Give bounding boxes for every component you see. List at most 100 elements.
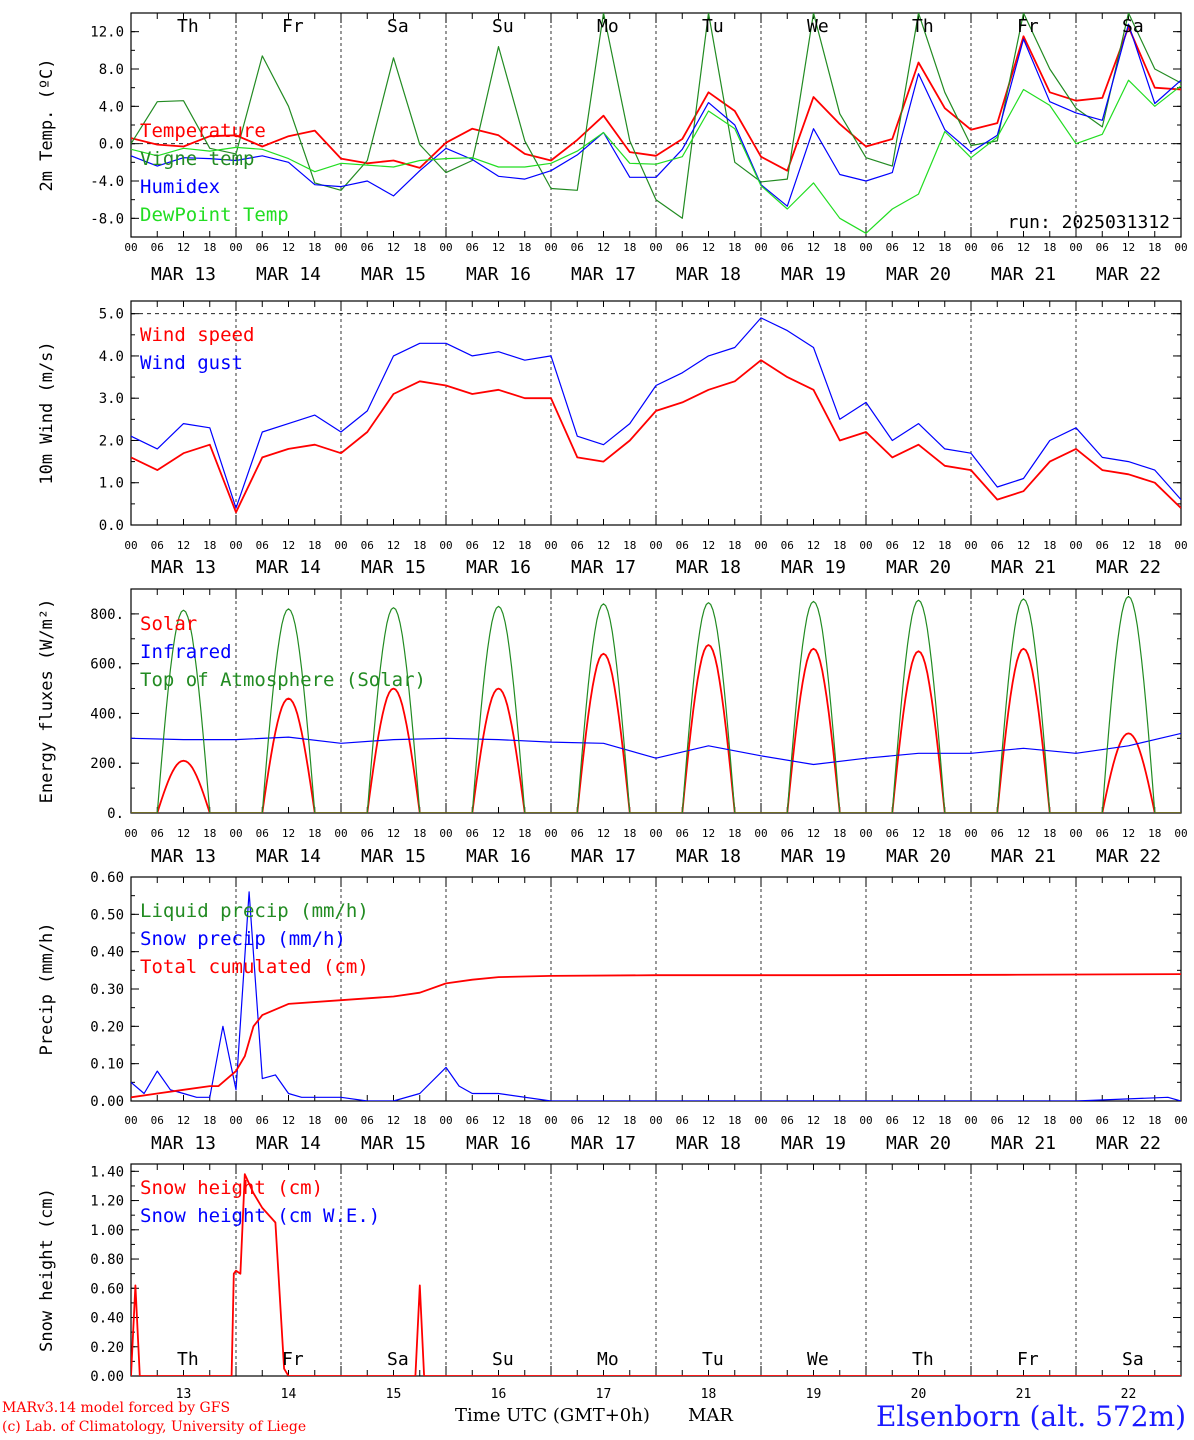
x-hour-label: 18 xyxy=(203,827,216,840)
x-hour-label: 12 xyxy=(912,1114,925,1127)
y-axis-title: Energy fluxes (W/m²) xyxy=(37,599,57,804)
x-hour-label: 06 xyxy=(571,241,584,254)
x-hour-label: 00 xyxy=(439,241,452,254)
x-hour-label: 00 xyxy=(1069,827,1082,840)
x-hour-label: 12 xyxy=(1017,827,1030,840)
x-hour-label: 18 xyxy=(308,539,321,552)
series-line-dewpoint-temp xyxy=(131,79,1181,234)
x-hour-label: 06 xyxy=(991,241,1004,254)
x-day-number: 21 xyxy=(1016,1387,1032,1402)
x-hour-label: 06 xyxy=(991,539,1004,552)
x-hour-label: 06 xyxy=(256,241,269,254)
x-hour-label: 06 xyxy=(151,1114,164,1127)
x-date-label: MAR 13 xyxy=(151,557,216,578)
weekday-label: Mo xyxy=(597,16,619,37)
x-hour-label: 00 xyxy=(124,539,137,552)
x-axis-title: Time UTC (GMT+0h) xyxy=(455,1405,650,1426)
x-hour-label: 00 xyxy=(334,827,347,840)
x-hour-label: 18 xyxy=(518,1114,531,1127)
x-day-number: 17 xyxy=(596,1387,612,1402)
x-hour-label: 18 xyxy=(938,1114,951,1127)
x-hour-label: 18 xyxy=(1148,1114,1161,1127)
x-hour-label: 06 xyxy=(466,827,479,840)
x-day-number: 18 xyxy=(701,1387,717,1402)
x-hour-label: 06 xyxy=(466,1114,479,1127)
x-hour-label: 00 xyxy=(334,539,347,552)
series-line-top-of-atmosphere-solar xyxy=(131,595,1181,813)
x-hour-label: 18 xyxy=(938,827,951,840)
weekday-label: Sa xyxy=(1122,16,1144,37)
x-hour-label: 00 xyxy=(859,539,872,552)
x-hour-label: 06 xyxy=(676,241,689,254)
weekday-label: Fr xyxy=(282,1349,304,1370)
y-tick-label: 0.80 xyxy=(90,1252,124,1268)
model-credit: MARv3.14 model forced by GFS xyxy=(2,1400,231,1416)
x-date-label: MAR 21 xyxy=(991,264,1056,285)
x-hour-label: 18 xyxy=(413,539,426,552)
x-hour-label: 06 xyxy=(886,539,899,552)
weekday-label: Fr xyxy=(1017,16,1039,37)
x-hour-label: 12 xyxy=(282,241,295,254)
x-date-label: MAR 20 xyxy=(886,557,951,578)
x-hour-label: 06 xyxy=(991,827,1004,840)
x-date-label: MAR 22 xyxy=(1096,1133,1161,1154)
x-hour-label: 18 xyxy=(308,827,321,840)
series-line-vigne-temp xyxy=(131,13,1181,219)
x-hour-label: 12 xyxy=(177,827,190,840)
legend-entry: Vigne temp xyxy=(140,148,254,170)
x-hour-label: 06 xyxy=(886,241,899,254)
x-hour-label: 12 xyxy=(1017,539,1030,552)
weekday-label: We xyxy=(807,1349,829,1370)
y-tick-label: 0.40 xyxy=(90,945,124,961)
legend-entry: Wind gust xyxy=(140,352,243,374)
legend-entry: Infrared xyxy=(140,641,232,663)
series-line-wind-speed xyxy=(131,359,1181,514)
weekday-label: Th xyxy=(912,1349,934,1370)
x-hour-label: 00 xyxy=(544,539,557,552)
y-tick-label: 0.60 xyxy=(90,870,124,886)
y-axis-title: Snow height (cm) xyxy=(37,1188,57,1352)
x-hour-label: 06 xyxy=(256,827,269,840)
x-hour-label: 00 xyxy=(334,241,347,254)
x-hour-label: 00 xyxy=(1069,539,1082,552)
weekday-label: Mo xyxy=(597,1349,619,1370)
x-hour-label: 06 xyxy=(676,539,689,552)
x-hour-label: 06 xyxy=(361,241,374,254)
x-hour-label: 00 xyxy=(544,1114,557,1127)
x-hour-label: 18 xyxy=(833,827,846,840)
x-hour-label: 12 xyxy=(177,539,190,552)
x-date-label: MAR 14 xyxy=(256,1133,321,1154)
x-hour-label: 06 xyxy=(151,539,164,552)
x-axis-month: MAR xyxy=(688,1405,733,1426)
x-hour-label: 00 xyxy=(964,539,977,552)
weekday-label: Sa xyxy=(387,1349,409,1370)
x-hour-label: 00 xyxy=(1174,241,1187,254)
x-date-label: MAR 19 xyxy=(781,264,846,285)
x-hour-label: 06 xyxy=(466,241,479,254)
y-tick-label: -4.0 xyxy=(90,174,124,190)
x-hour-label: 12 xyxy=(807,827,820,840)
x-date-label: MAR 20 xyxy=(886,846,951,867)
y-tick-label: 3.0 xyxy=(99,391,124,407)
x-hour-label: 12 xyxy=(177,241,190,254)
legend-entry: DewPoint Temp xyxy=(140,204,289,226)
x-day-number: 22 xyxy=(1121,1387,1137,1402)
x-hour-label: 18 xyxy=(623,241,636,254)
x-hour-label: 06 xyxy=(1096,827,1109,840)
x-hour-label: 00 xyxy=(229,1114,242,1127)
series-line-solar xyxy=(131,644,1181,813)
weekday-label: Su xyxy=(492,1349,514,1370)
series-group xyxy=(131,891,1181,1101)
x-hour-label: 00 xyxy=(754,539,767,552)
x-hour-label: 12 xyxy=(1017,241,1030,254)
x-date-label: MAR 14 xyxy=(256,557,321,578)
x-hour-label: 06 xyxy=(466,539,479,552)
x-day-number: 20 xyxy=(911,1387,927,1402)
x-hour-label: 18 xyxy=(728,539,741,552)
x-date-label: MAR 17 xyxy=(571,1133,636,1154)
x-day-number: 19 xyxy=(806,1387,822,1402)
x-date-label: MAR 20 xyxy=(886,1133,951,1154)
x-hour-label: 12 xyxy=(1122,827,1135,840)
y-axis-title: 10m Wind (m/s) xyxy=(37,341,57,484)
x-hour-label: 00 xyxy=(1174,539,1187,552)
